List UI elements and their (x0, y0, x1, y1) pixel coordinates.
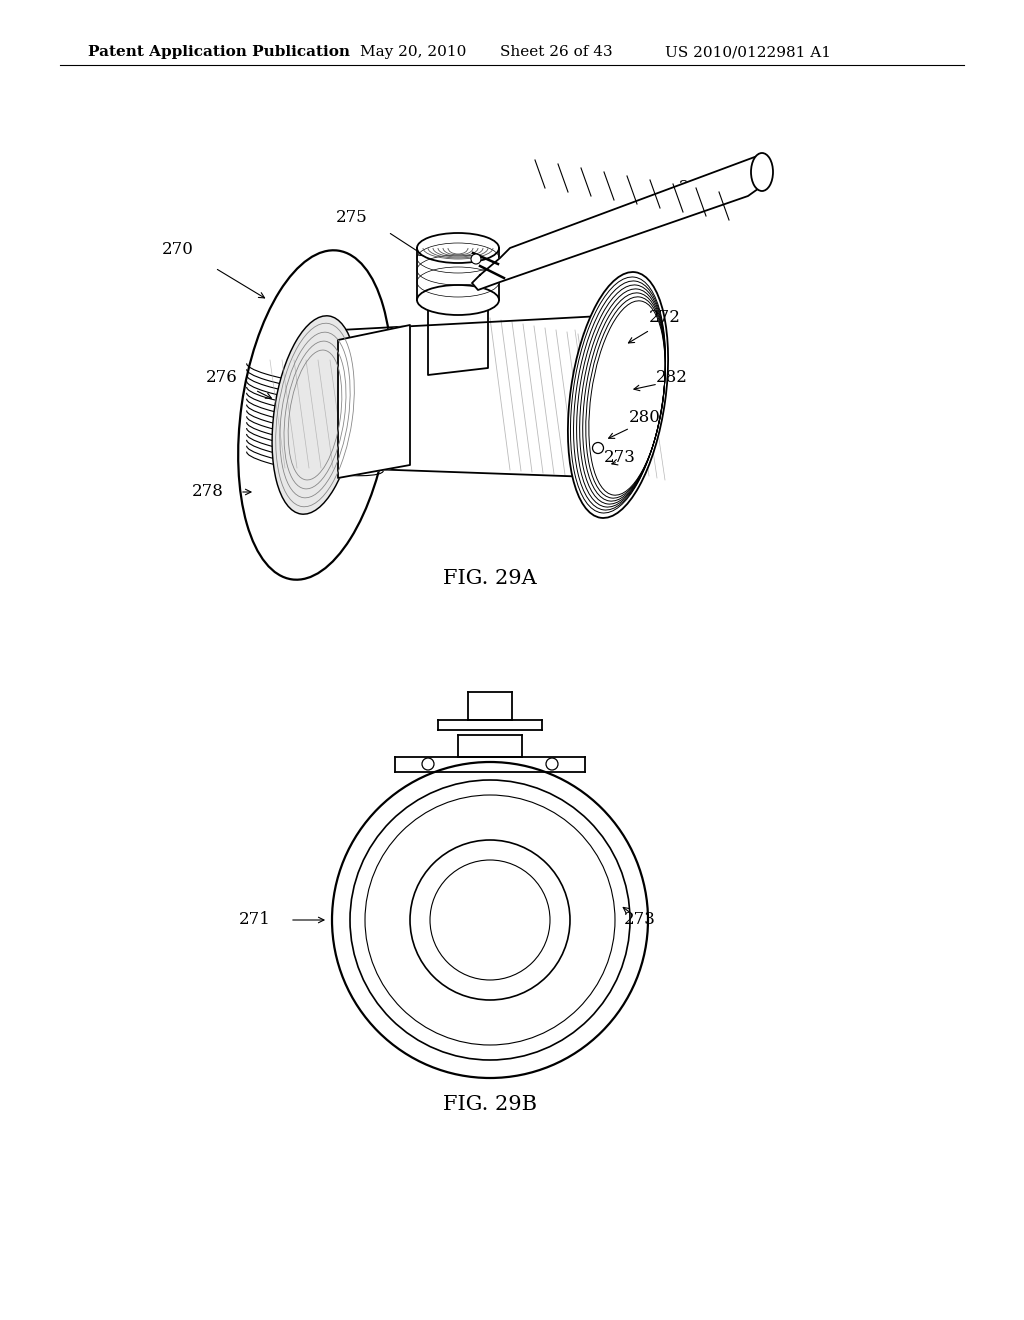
Text: 282: 282 (656, 370, 688, 387)
Text: 274: 274 (679, 180, 711, 197)
Text: May 20, 2010: May 20, 2010 (360, 45, 466, 59)
Ellipse shape (272, 315, 358, 515)
Text: 271: 271 (239, 912, 271, 928)
Circle shape (422, 758, 434, 770)
Text: 273: 273 (604, 450, 636, 466)
Text: 276: 276 (206, 370, 238, 387)
Text: 275: 275 (336, 210, 368, 227)
Text: 280: 280 (629, 409, 660, 426)
Polygon shape (472, 154, 768, 290)
Text: Sheet 26 of 43: Sheet 26 of 43 (500, 45, 612, 59)
Circle shape (471, 253, 481, 264)
Ellipse shape (239, 251, 392, 579)
Ellipse shape (417, 234, 499, 263)
Ellipse shape (417, 285, 499, 315)
Text: 272: 272 (649, 309, 681, 326)
Text: 278: 278 (193, 483, 224, 500)
Ellipse shape (751, 153, 773, 191)
Text: US 2010/0122981 A1: US 2010/0122981 A1 (665, 45, 831, 59)
Ellipse shape (568, 272, 668, 517)
Text: FIG. 29A: FIG. 29A (443, 569, 537, 587)
Text: 270: 270 (162, 242, 194, 259)
Text: FIG. 29B: FIG. 29B (443, 1096, 537, 1114)
Polygon shape (428, 290, 488, 375)
Circle shape (593, 442, 603, 454)
Circle shape (546, 758, 558, 770)
Text: Patent Application Publication: Patent Application Publication (88, 45, 350, 59)
Text: 273: 273 (624, 912, 656, 928)
Polygon shape (338, 325, 410, 478)
